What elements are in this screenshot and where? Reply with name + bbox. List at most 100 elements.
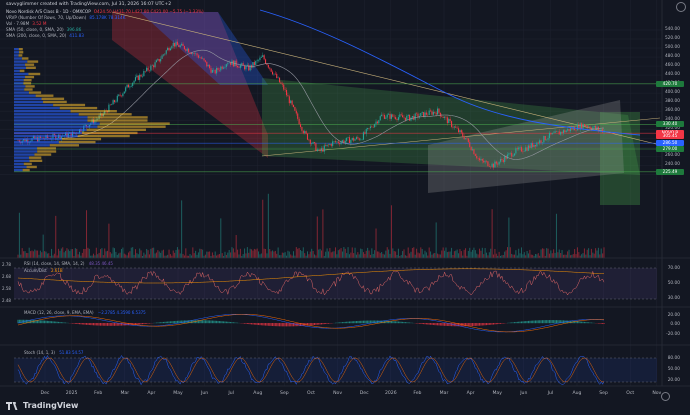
candle-body (452, 126, 454, 128)
macd-histogram-bar (589, 322, 591, 324)
candle-body (210, 68, 212, 73)
candle-body (181, 43, 183, 46)
macd-label: MACD (12, 26, close, 9, EMA, EMA) (24, 310, 94, 315)
volume-bar (409, 253, 411, 258)
volume-bar (125, 254, 127, 258)
macd-histogram-bar (148, 323, 150, 324)
candle-body (539, 140, 541, 144)
stoch-legend[interactable]: Stoch (14, 1, 3) 51.83 54.57 (24, 350, 83, 355)
candle-body (137, 75, 139, 80)
profile-row-down (22, 168, 30, 172)
volume-bar (477, 254, 479, 258)
macd-histogram-bar (37, 320, 39, 324)
macd-histogram-bar (463, 323, 465, 327)
volume-bar (93, 253, 95, 258)
macd-histogram-bar (115, 323, 117, 326)
macd-legend[interactable]: MACD (12, 26, close, 9, EMA, EMA) −2.278… (24, 310, 146, 315)
macd-histogram-bar (393, 321, 395, 324)
candle-body (406, 115, 408, 121)
gear-icon[interactable] (661, 392, 670, 401)
legend-row-volume[interactable]: Vol · 7.98M 3.52 M (6, 21, 204, 27)
volume-bar (27, 253, 29, 258)
macd-histogram-bar (41, 320, 43, 324)
candle-body (397, 117, 399, 120)
legend-row-vrvp[interactable]: VRVP (Number Of Rows, 70, Up/Down) 85.17… (6, 15, 204, 21)
macd-histogram-bar (21, 319, 23, 324)
volume-bar (148, 254, 150, 258)
candle-body (428, 110, 430, 116)
macd-histogram-bar (73, 323, 75, 324)
profile-row-down (43, 100, 67, 104)
volume-bar (362, 252, 364, 258)
legend-symbol-row[interactable]: Novo Nordisk A/S Class B · 1D · OMXCOP O… (6, 9, 204, 15)
tradingview-logo[interactable]: TradingView (6, 401, 78, 410)
candle-body (459, 130, 461, 133)
candle-body (127, 84, 130, 88)
macd-histogram-bar (519, 321, 521, 324)
candle-body (256, 60, 258, 62)
candle-body (248, 64, 250, 71)
candle-body (263, 55, 265, 60)
macd-histogram-bar (139, 323, 141, 325)
volume-bar (399, 255, 401, 258)
chart-caption: savvyglimmer created with TradingView.co… (6, 2, 172, 7)
volume-bar (374, 250, 376, 258)
candle-body (287, 95, 289, 97)
macd-histogram-bar (72, 323, 74, 324)
profile-row-down (87, 116, 148, 119)
profile-row-down (24, 88, 33, 91)
symbol-title: Novo Nordisk A/S Class B · 1D · OMXCOP (6, 9, 91, 14)
macd-histogram-bar (301, 323, 303, 326)
macd-histogram-bar (364, 320, 366, 324)
candle-body (508, 153, 510, 155)
candle-body (421, 112, 423, 113)
macd-histogram-bar (56, 321, 58, 324)
macd-histogram-bar (484, 323, 486, 326)
legend-row-sma200[interactable]: SMA (200, close, 0, SMA, 20) 411.83 (6, 33, 204, 39)
candle-body (385, 117, 387, 119)
volume-bar (133, 254, 135, 258)
macd-histogram-bar (585, 322, 587, 324)
volume-bar (200, 249, 202, 258)
volume-bar (414, 254, 416, 258)
rsi-line (17, 270, 605, 296)
volume-bar (255, 249, 257, 258)
macd-histogram-bar (523, 321, 525, 324)
accum-dist-line (17, 268, 605, 284)
candle-body (537, 142, 539, 144)
volume-bar (95, 247, 97, 258)
rsi-legend[interactable]: RSI (14, close, 14, SMA, 14, 2) 48.35 46… (24, 261, 113, 266)
macd-histogram-bar (136, 323, 138, 325)
candle-body (182, 43, 184, 46)
time-axis-label: Aug (572, 391, 582, 396)
candle-body (467, 138, 469, 143)
volume-bar (379, 253, 381, 258)
macd-histogram-bar (560, 320, 562, 324)
volume-bar (439, 254, 441, 258)
candle-body (330, 144, 332, 146)
candle-body (395, 117, 397, 120)
macd-histogram-bar (63, 322, 65, 324)
volume-bar (167, 254, 169, 258)
profile-row-up (14, 162, 24, 166)
candle-body (460, 130, 462, 133)
volume-bar (174, 252, 176, 258)
profile-row-down (25, 85, 35, 88)
profile-row-down (28, 91, 42, 94)
accum-legend[interactable]: Accum/Dist 2.61B (24, 268, 63, 273)
legend-row-sma50[interactable]: SMA (50, close, 0, SMA, 20) 396.86 (6, 27, 204, 33)
volume-bar (446, 252, 448, 258)
settings-icon[interactable] (676, 2, 686, 12)
macd-histogram-bar (81, 323, 83, 325)
time-axis-label: 2025 (65, 391, 78, 396)
volume-bar (139, 248, 141, 258)
volume-bar (83, 248, 85, 258)
macd-histogram-bar (581, 321, 583, 324)
macd-histogram-bar (28, 319, 30, 324)
legend-label: Vol · 7.98M (6, 21, 30, 26)
profile-row-up (14, 150, 38, 153)
volume-bar (248, 252, 250, 258)
macd-histogram-bar (245, 323, 247, 324)
macd-histogram-bar (273, 323, 275, 327)
